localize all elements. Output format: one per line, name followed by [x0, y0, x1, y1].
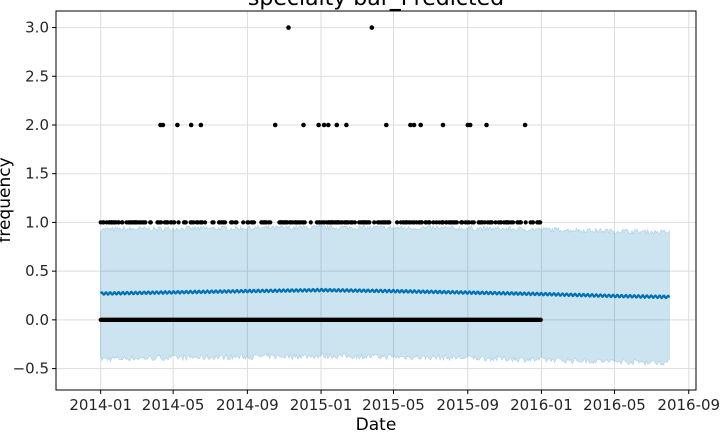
y-tick-label: −0.5	[13, 360, 49, 378]
observed-point	[427, 220, 432, 225]
observed-point	[523, 220, 528, 225]
y-tick-label: 1.5	[25, 165, 49, 183]
observed-point	[395, 220, 400, 225]
y-tick-label: 2.0	[25, 116, 49, 134]
observed-point	[148, 220, 153, 225]
observed-point	[159, 220, 164, 225]
observed-point	[308, 220, 313, 225]
observed-point	[538, 317, 543, 322]
observed-point	[160, 122, 166, 128]
observed-point	[203, 220, 208, 225]
observed-point	[372, 220, 377, 225]
observed-point	[116, 220, 121, 225]
x-tick-label: 2016-09	[657, 396, 720, 414]
observed-point	[176, 220, 181, 225]
observed-point	[334, 122, 340, 128]
observed-point	[484, 122, 489, 128]
y-tick-label: 3.0	[25, 19, 49, 37]
observed-point	[471, 220, 476, 225]
uncertainty-band	[100, 224, 670, 366]
observed-point	[418, 122, 424, 128]
observed-point	[530, 220, 536, 225]
observed-point	[143, 220, 148, 225]
observed-point	[384, 122, 389, 128]
observed-point	[165, 220, 170, 225]
x-tick-label: 2016-01	[510, 396, 573, 414]
observed-point	[493, 220, 498, 225]
plot-frame	[55, 10, 697, 391]
observed-point	[191, 220, 196, 225]
x-tick-label: 2016-05	[583, 396, 646, 414]
y-axis-label: frequency	[0, 157, 15, 242]
observed-point	[431, 220, 436, 225]
observed-point	[301, 122, 306, 128]
observed-point	[387, 220, 392, 225]
x-tick-label: 2015-05	[362, 396, 425, 414]
observed-point	[482, 220, 487, 225]
y-tick-label: 0.0	[25, 311, 49, 329]
observed-point	[538, 220, 543, 225]
observed-point	[466, 220, 472, 225]
observed-point	[286, 25, 291, 30]
observed-point	[369, 25, 375, 30]
observed-point	[241, 220, 246, 225]
observed-point	[440, 122, 446, 128]
forecast-path	[99, 287, 671, 300]
observed-point	[211, 220, 216, 225]
observed-point	[419, 220, 424, 225]
observed-point	[467, 122, 473, 128]
x-tick-label: 2014-05	[142, 396, 205, 414]
x-tick-label: 2014-01	[69, 396, 132, 414]
observed-points	[98, 25, 543, 322]
observed-point	[175, 122, 180, 128]
observed-point	[268, 220, 273, 225]
observed-point	[223, 220, 228, 225]
observed-point	[234, 220, 239, 225]
x-axis-ticks: 2014-01 2014-05 2014-09 2015-01 2015-05 2015-…	[69, 390, 720, 414]
observed-point	[510, 220, 516, 225]
observed-point	[367, 220, 372, 225]
observed-point	[344, 122, 349, 128]
observed-point	[302, 220, 307, 225]
observed-point	[498, 220, 504, 225]
observed-point	[251, 220, 257, 225]
observed-point	[522, 122, 528, 128]
observed-point	[321, 122, 327, 128]
x-tick-label: 2014-09	[216, 396, 279, 414]
y-tick-label: 2.5	[25, 67, 49, 85]
x-axis-label: Date	[356, 415, 397, 432]
y-axis-ticks: −0.5 0.0 0.5 1.0 1.5 2.0 2.5 3.0	[13, 19, 56, 378]
observed-point	[411, 122, 417, 128]
forecast-line	[99, 287, 671, 300]
observed-point	[440, 220, 446, 225]
observed-point	[200, 220, 205, 225]
observed-point	[326, 122, 331, 128]
observed-point	[101, 220, 106, 225]
observed-point	[183, 220, 188, 225]
observed-point	[246, 220, 251, 225]
observed-point	[434, 220, 439, 225]
observed-point	[188, 122, 194, 128]
observed-point	[460, 220, 465, 225]
observed-point	[518, 220, 524, 225]
observed-point	[454, 220, 459, 225]
observed-point	[316, 122, 321, 128]
observed-point	[172, 220, 177, 225]
observed-point	[408, 122, 413, 128]
observed-point	[120, 220, 125, 225]
observed-point	[272, 122, 278, 128]
y-tick-label: 1.0	[25, 213, 49, 231]
y-tick-label: 0.5	[25, 262, 49, 280]
observed-point	[352, 220, 357, 225]
observed-point	[198, 122, 204, 128]
x-tick-label: 2015-09	[436, 396, 499, 414]
observed-point	[230, 220, 235, 225]
chart-title: specialty bar_Predicted	[248, 0, 504, 11]
uncertainty-area	[100, 224, 670, 366]
observed-point	[489, 220, 494, 225]
x-tick-label: 2015-01	[290, 396, 353, 414]
